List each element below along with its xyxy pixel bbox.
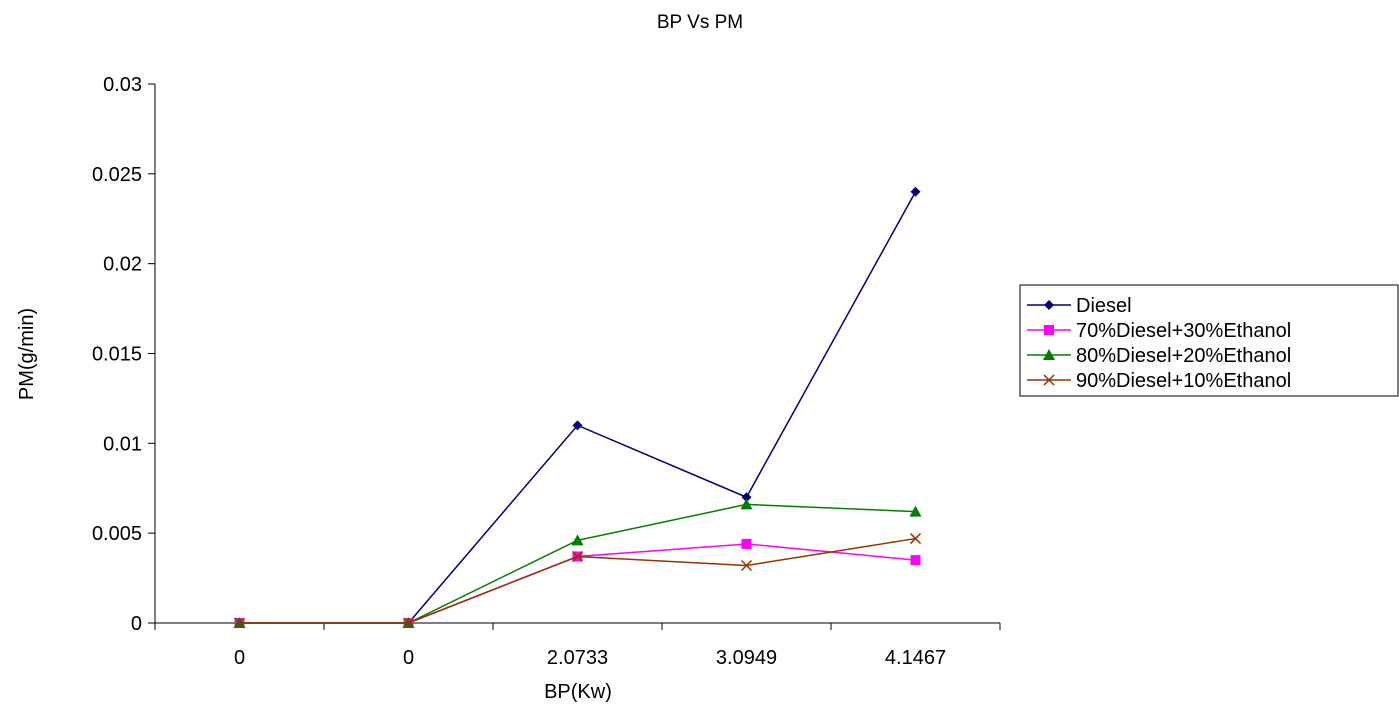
- triangle-marker: [740, 498, 753, 510]
- x-tick-label: 2.0733: [547, 647, 608, 669]
- axes: 0 0.005 0.01 0.015 0.02 0.025 0.03 0 0 2.0733 3.09…: [92, 74, 1001, 669]
- diamond-marker: [741, 492, 752, 503]
- square-marker: [1044, 325, 1054, 335]
- triangle-marker: [909, 505, 922, 517]
- legend-label: 80%Diesel+20%Ethanol: [1076, 345, 1291, 367]
- x-tick-label: 0: [403, 647, 414, 669]
- series-2: [234, 538, 921, 628]
- series-3: [233, 498, 922, 628]
- x-marker-stroke: [740, 559, 753, 572]
- diamond-marker: [1044, 300, 1054, 310]
- y-tick-label: 0.025: [92, 164, 142, 186]
- series-line: [239, 503, 916, 624]
- y-tick-label: 0: [131, 613, 142, 635]
- legend-item-1: Diesel: [1027, 295, 1132, 317]
- y-tick-label: 0.01: [103, 433, 142, 455]
- y-tick-label: 0.03: [103, 74, 142, 96]
- legend-item-3: 80%Diesel+20%Ethanol: [1027, 345, 1291, 367]
- x-marker-stroke: [233, 617, 246, 629]
- triangle-marker: [571, 534, 584, 546]
- y-tick-label: 0.02: [103, 254, 142, 276]
- square-marker: [741, 538, 752, 549]
- chart-title: BP Vs PM: [657, 12, 743, 33]
- square-marker: [910, 555, 921, 566]
- x-tick-label: 3.0949: [716, 647, 777, 669]
- diamond-marker: [572, 420, 583, 431]
- x-marker-stroke: [571, 550, 584, 563]
- triangle-marker: [1043, 349, 1055, 360]
- y-axis-title: PM(g/min): [16, 308, 38, 400]
- x-marker-stroke: [402, 617, 415, 629]
- legend-box: [1019, 284, 1399, 397]
- diamond-marker: [910, 186, 921, 197]
- x-marker-stroke: [909, 533, 922, 545]
- legend-item-2: 70%Diesel+30%Ethanol: [1027, 320, 1291, 342]
- legend-label: 90%Diesel+10%Ethanol: [1076, 370, 1291, 392]
- y-tick-label: 0.005: [92, 523, 142, 545]
- legend-label: 70%Diesel+30%Ethanol: [1076, 320, 1291, 342]
- legend-label: Diesel: [1076, 295, 1132, 317]
- series-layer: [233, 186, 922, 629]
- series-4: [233, 533, 922, 629]
- x-tick-label: 4.1467: [885, 647, 946, 669]
- series-line: [239, 537, 916, 624]
- x-axis-title: BP(Kw): [544, 681, 612, 703]
- legend-item-4: 90%Diesel+10%Ethanol: [1027, 370, 1291, 392]
- y-tick-label: 0.015: [92, 344, 142, 366]
- series-1: [234, 186, 921, 628]
- x-marker-stroke: [1043, 374, 1055, 386]
- legend: Diesel 70%Diesel+30%Ethanol 80%Diesel+20%E…: [1019, 284, 1399, 397]
- x-tick-label: 0: [234, 647, 245, 669]
